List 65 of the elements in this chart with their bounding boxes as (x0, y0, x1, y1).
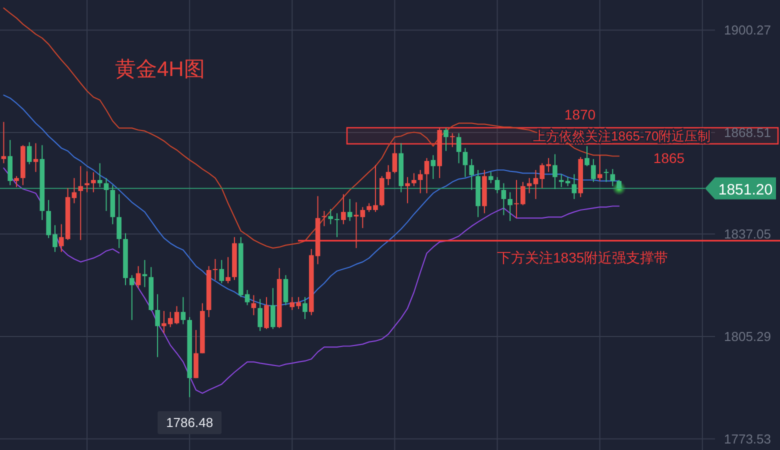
candlestick (91, 172, 96, 193)
y-tick-label: 1837.05 (724, 226, 771, 242)
text: 1865 (653, 150, 685, 166)
y-tick-label: 1773.53 (724, 431, 771, 446)
candlestick (270, 288, 276, 330)
candlestick (212, 258, 218, 280)
candlestick (488, 171, 494, 184)
annotation: 1786.48 (166, 415, 214, 430)
y-tick-label: 1900.27 (724, 22, 771, 38)
candlestick (412, 172, 416, 187)
candlestick (14, 176, 19, 188)
candlestick (116, 194, 122, 249)
candlestick (226, 256, 230, 284)
candlestick (251, 294, 256, 316)
candlestick (328, 208, 334, 225)
candlestick (508, 192, 512, 222)
candlestick (616, 180, 622, 190)
candlestick (33, 142, 38, 172)
candlestick (572, 174, 577, 200)
candlestick (180, 296, 186, 325)
candlestick (462, 148, 468, 178)
candlestick (26, 142, 32, 165)
candlestick (604, 168, 609, 182)
candlestick (334, 212, 340, 238)
candlestick (155, 294, 160, 358)
candlestick (469, 158, 474, 190)
ref-line-label: 1851.20 (718, 181, 773, 198)
candlestick (552, 154, 558, 190)
candlestick (591, 158, 596, 182)
candlestick (392, 142, 398, 174)
candlestick (283, 274, 288, 306)
y-tick-label: 1805.29 (724, 328, 771, 344)
candlestick (322, 210, 327, 227)
candlestick (610, 168, 616, 187)
candlestick (456, 132, 462, 164)
candlestick (360, 206, 366, 229)
candlestick (418, 170, 423, 194)
candlestick (584, 146, 590, 167)
candlestick (104, 178, 109, 212)
candlestick (1, 121, 6, 164)
candlestick (494, 176, 500, 194)
annotation: 1870 (564, 106, 596, 123)
ref-line-label: 下方关注1835附近强支撑带 (497, 250, 668, 266)
candlestick (258, 298, 262, 332)
candlestick (130, 274, 134, 320)
candlestick (405, 176, 410, 204)
candlestick (424, 158, 430, 194)
candlestick (219, 260, 224, 284)
candlestick (444, 128, 448, 152)
y-tick-label: 1868.51 (724, 125, 771, 140)
candlestick (97, 162, 102, 188)
candlestick (347, 198, 352, 222)
candlestick (264, 296, 269, 330)
candlestick (341, 194, 346, 225)
candlestick (430, 154, 436, 180)
candlestick (501, 182, 506, 216)
candlestick (142, 260, 148, 288)
candlestick (450, 132, 455, 148)
candlestick (84, 170, 90, 193)
candlestick (597, 154, 602, 182)
candlestick (526, 178, 532, 194)
candlestick (136, 266, 141, 289)
candlestick (302, 296, 308, 320)
candlestick (78, 166, 84, 240)
text: 黄金4H图 (115, 58, 205, 81)
